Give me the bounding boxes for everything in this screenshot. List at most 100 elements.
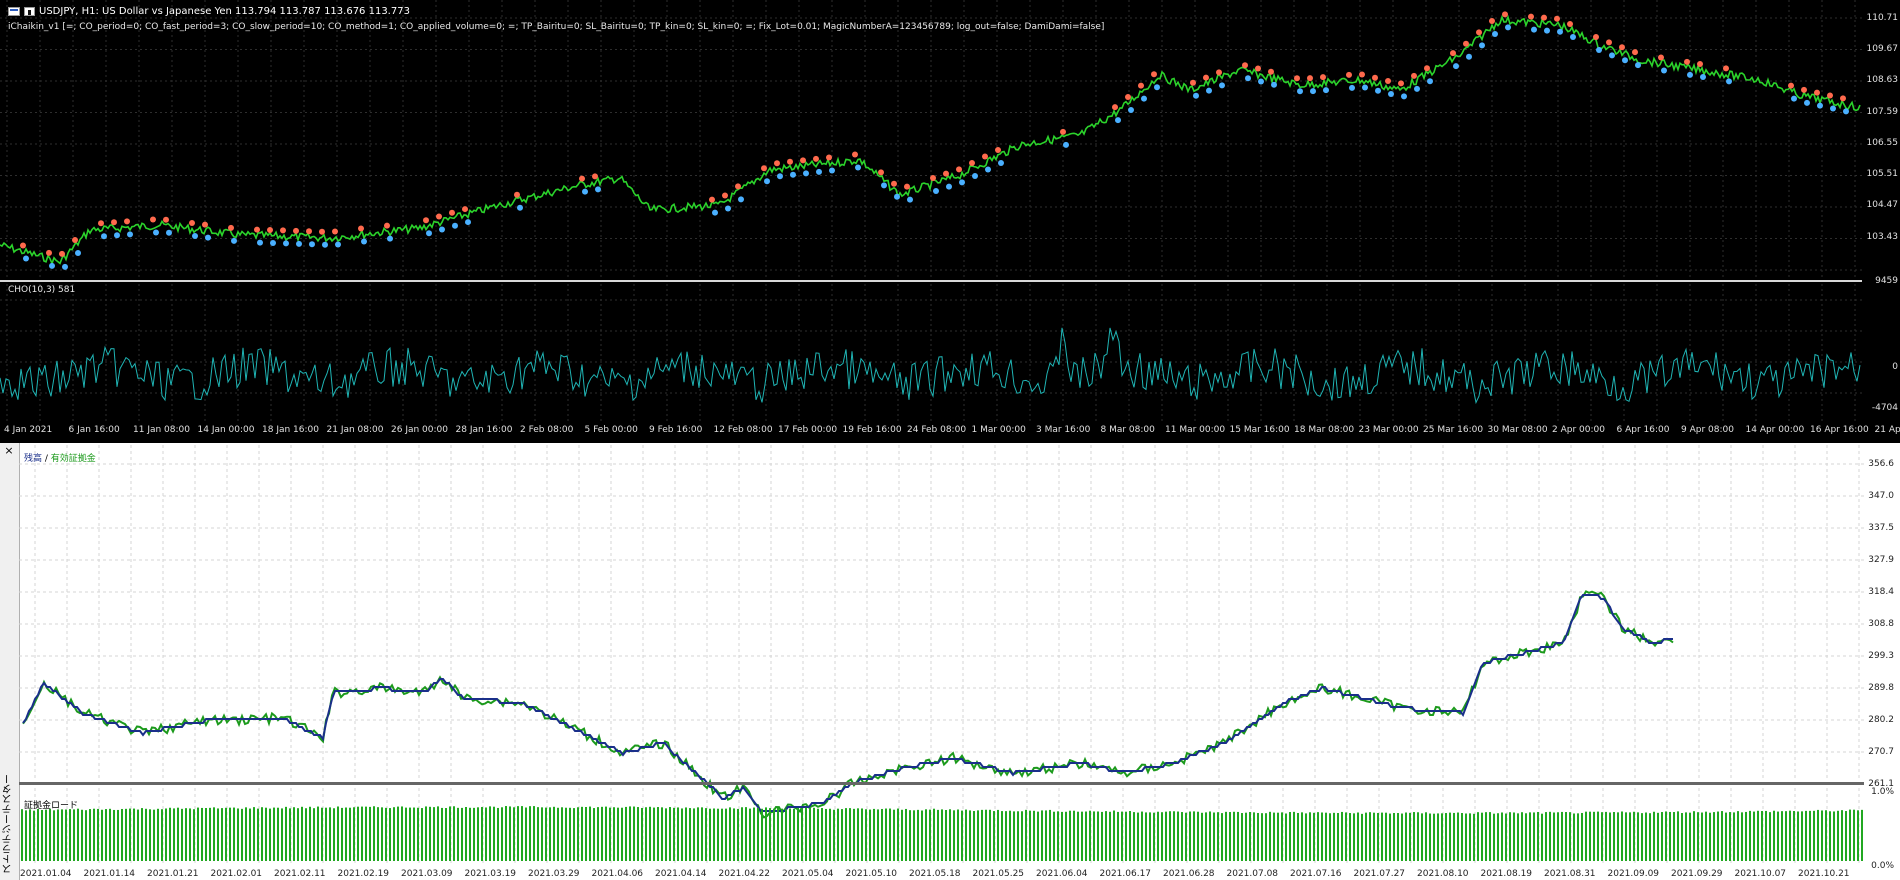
buy-marker <box>452 222 458 229</box>
sell-marker <box>202 221 208 228</box>
buy-marker <box>1115 117 1121 124</box>
time-tick: 21 Apr 08:00 <box>1874 425 1900 435</box>
date-tick: 2021.03.29 <box>528 869 580 879</box>
equity-tick: 261.1 <box>1868 779 1894 789</box>
time-tick: 11 Mar 00:00 <box>1165 425 1226 435</box>
symbol-title: USDJPY, H1: US Dollar vs Japanese Yen 11… <box>39 6 410 17</box>
time-tick: 3 Mar 16:00 <box>1036 425 1091 435</box>
time-tick: 6 Jan 16:00 <box>68 425 120 435</box>
sell-marker <box>1060 128 1066 135</box>
date-tick: 2021.07.27 <box>1353 869 1406 879</box>
sell-marker <box>1593 34 1599 40</box>
price-chart-window[interactable]: USDJPY, H1: US Dollar vs Japanese Yen 11… <box>0 0 1900 443</box>
price-tick: 104.47 <box>1866 200 1899 210</box>
buy-marker <box>1830 105 1836 112</box>
buy-marker <box>1804 99 1810 106</box>
buy-marker <box>1206 87 1212 94</box>
close-icon[interactable]: × <box>4 444 14 457</box>
chart-grid <box>0 0 1862 423</box>
equity-tick: 318.4 <box>1868 587 1894 597</box>
sell-marker <box>1840 95 1846 102</box>
strategy-tester-window[interactable]: × ストラテジーテスター 残高 / 有効証拠金 証拠金ロード 356.6 347.… <box>0 443 1900 880</box>
price-tick: 103.43 <box>1866 232 1899 242</box>
equity-tick: 308.8 <box>1868 619 1894 629</box>
buy-marker <box>1063 141 1069 148</box>
date-tick: 2021.06.04 <box>1036 869 1088 879</box>
buy-marker <box>205 234 211 241</box>
buy-marker <box>1661 67 1667 74</box>
date-tick: 2021.06.28 <box>1163 869 1215 879</box>
sell-marker <box>1788 82 1794 89</box>
buy-marker <box>309 241 315 248</box>
time-tick: 30 Mar 08:00 <box>1487 425 1548 435</box>
buy-marker <box>907 196 913 203</box>
legend-separator: / <box>42 454 51 464</box>
pane-divider[interactable] <box>0 280 1862 282</box>
sell-marker <box>306 228 312 235</box>
buy-marker <box>998 160 1004 166</box>
sell-marker <box>579 175 585 182</box>
legend-balance: 残高 <box>24 454 43 464</box>
tester-tab-label: ストラテジーテスター <box>3 774 14 874</box>
buy-marker <box>1323 87 1329 94</box>
buy-marker <box>1297 88 1303 95</box>
time-tick: 2 Apr 00:00 <box>1552 425 1605 435</box>
buy-marker <box>62 263 68 270</box>
sell-marker <box>1112 104 1118 111</box>
buy-marker <box>439 226 445 233</box>
date-tick: 2021.09.09 <box>1607 869 1660 879</box>
tester-side-tab: × ストラテジーテスター <box>0 443 20 880</box>
buy-marker <box>49 262 55 269</box>
sell-marker <box>1151 71 1157 78</box>
sell-marker <box>384 222 390 229</box>
sell-marker <box>59 250 65 257</box>
buy-marker <box>1492 31 1498 37</box>
sell-marker <box>293 227 299 234</box>
equity-tick: 270.7 <box>1868 747 1894 757</box>
sell-marker <box>722 192 728 199</box>
sell-marker <box>1346 71 1352 78</box>
buy-marker <box>1414 85 1420 92</box>
date-tick: 2021.03.19 <box>464 869 517 879</box>
time-tick: 25 Mar 16:00 <box>1423 425 1484 435</box>
sell-marker <box>319 228 325 235</box>
sell-marker <box>436 213 442 220</box>
price-tick: 109.67 <box>1866 44 1899 54</box>
buy-marker <box>712 209 718 216</box>
sell-marker <box>1255 65 1261 72</box>
sell-marker <box>787 158 793 165</box>
buy-marker <box>1622 57 1628 64</box>
load-tick: 1.0% <box>1871 787 1894 797</box>
buy-marker <box>894 193 900 200</box>
price-chart-canvas[interactable] <box>0 0 1862 423</box>
buy-marker <box>764 178 770 185</box>
buy-marker <box>361 238 367 245</box>
equity-tick: 289.8 <box>1868 683 1894 693</box>
indicator-tick: 9459 <box>1875 276 1898 286</box>
buy-marker <box>1427 78 1433 85</box>
equity-tick: 347.0 <box>1868 491 1894 501</box>
sell-marker <box>1450 50 1456 57</box>
sell-marker <box>1216 69 1222 76</box>
sell-marker <box>20 242 26 249</box>
date-tick: 2021.01.21 <box>147 869 199 879</box>
buy-marker <box>1817 102 1823 109</box>
buy-marker <box>192 233 198 239</box>
legend-equity: 有効証拠金 <box>50 454 96 464</box>
cho-indicator-line <box>0 327 1861 405</box>
sell-marker <box>1476 29 1482 36</box>
date-tick: 2021.05.25 <box>972 869 1025 879</box>
chart-title-row: USDJPY, H1: US Dollar vs Japanese Yen 11… <box>8 6 410 17</box>
buy-marker <box>790 171 796 178</box>
sell-marker <box>1567 21 1573 27</box>
indicator-label: CHO(10,3) 581 <box>8 285 76 295</box>
tester-pane-divider[interactable] <box>19 782 1864 785</box>
buy-marker <box>1843 108 1849 115</box>
date-tick: 2021.09.29 <box>1671 869 1723 879</box>
buy-marker <box>1362 84 1368 91</box>
sell-marker <box>969 160 975 166</box>
buy-marker <box>946 183 952 190</box>
time-tick: 16 Apr 16:00 <box>1810 425 1869 435</box>
buy-marker <box>985 166 991 173</box>
buy-marker <box>777 173 783 180</box>
